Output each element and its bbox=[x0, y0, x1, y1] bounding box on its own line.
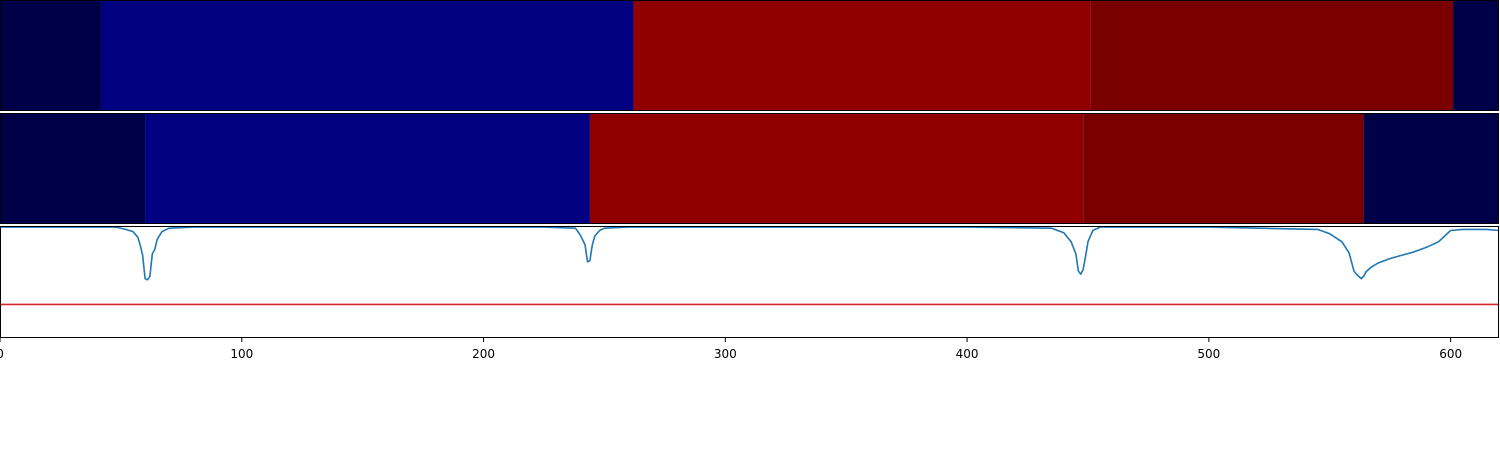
segment-row-2 bbox=[0, 113, 1499, 224]
line-panel-frame bbox=[0, 226, 1499, 338]
segment-row-2-block-2 bbox=[145, 113, 590, 224]
segment-row-2-block-5 bbox=[1363, 113, 1499, 224]
x-tick-label-600: 600 bbox=[1439, 347, 1462, 361]
line-panel-background bbox=[0, 226, 1499, 338]
segment-row-2-block-3 bbox=[589, 113, 1084, 224]
segment-row-2-frame bbox=[0, 113, 1499, 224]
x-tick-label-300: 300 bbox=[714, 347, 737, 361]
segment-row-1 bbox=[0, 0, 1499, 111]
signal-line bbox=[0, 226, 1500, 281]
line-panel bbox=[0, 226, 1500, 338]
x-tick-label-0: 0 bbox=[0, 347, 4, 361]
x-tick-label-400: 400 bbox=[956, 347, 979, 361]
x-tick-label-500: 500 bbox=[1197, 347, 1220, 361]
segment-row-1-frame bbox=[0, 0, 1499, 111]
segment-row-1-block-3 bbox=[633, 0, 1091, 111]
signal-layer bbox=[0, 226, 1500, 281]
segment-row-1-block-1 bbox=[0, 0, 102, 111]
x-tick-label-200: 200 bbox=[472, 347, 495, 361]
panel-frames bbox=[0, 0, 1499, 338]
segment-row-2-block-1 bbox=[0, 113, 146, 224]
segment-row-1-block-2 bbox=[101, 0, 634, 111]
segment-row-1-block-5 bbox=[1453, 0, 1499, 111]
x-axis: 0 100 200 300 400 500 600 bbox=[0, 338, 1462, 361]
segment-rows bbox=[0, 0, 1499, 224]
segment-row-2-block-4 bbox=[1083, 113, 1364, 224]
segment-row-1-block-4 bbox=[1090, 0, 1454, 111]
x-tick-label-100: 100 bbox=[230, 347, 253, 361]
